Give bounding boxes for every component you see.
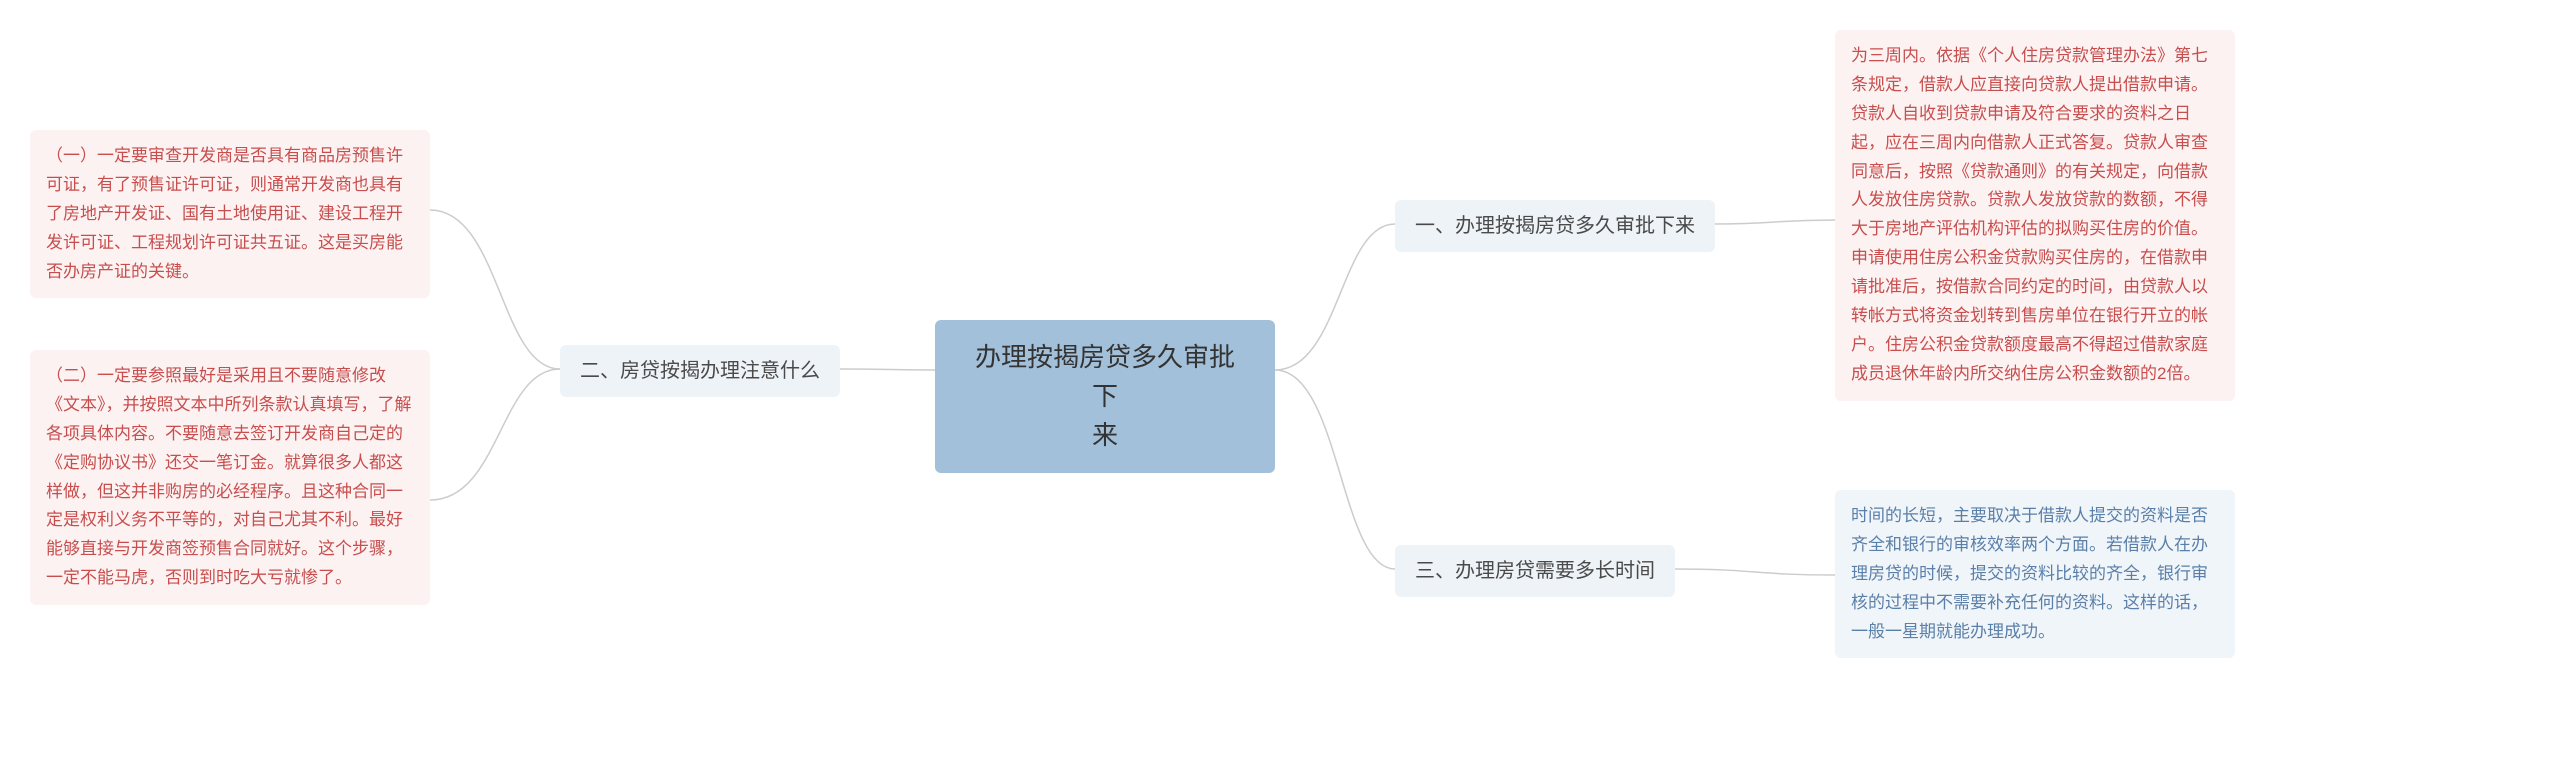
branch-2: 二、房贷按揭办理注意什么 xyxy=(560,345,840,397)
leaf-2a: （一）一定要审查开发商是否具有商品房预售许可证，有了预售证许可证，则通常开发商也… xyxy=(30,130,430,298)
leaf-2b-text: （二）一定要参照最好是采用且不要随意修改《文本》，并按照文本中所列条款认真填写，… xyxy=(46,366,412,587)
root-label: 办理按揭房贷多久审批下来 xyxy=(975,342,1235,450)
branch-2-label: 二、房贷按揭办理注意什么 xyxy=(580,360,820,382)
root-node: 办理按揭房贷多久审批下来 xyxy=(935,320,1275,473)
branch-1: 一、办理按揭房贷多久审批下来 xyxy=(1395,200,1715,252)
leaf-1-text: 为三周内。依据《个人住房贷款管理办法》第七条规定，借款人应直接向贷款人提出借款申… xyxy=(1851,46,2208,383)
leaf-3-text: 时间的长短，主要取决于借款人提交的资料是否齐全和银行的审核效率两个方面。若借款人… xyxy=(1851,506,2208,641)
leaf-1: 为三周内。依据《个人住房贷款管理办法》第七条规定，借款人应直接向贷款人提出借款申… xyxy=(1835,30,2235,401)
branch-1-label: 一、办理按揭房贷多久审批下来 xyxy=(1415,215,1695,237)
leaf-3: 时间的长短，主要取决于借款人提交的资料是否齐全和银行的审核效率两个方面。若借款人… xyxy=(1835,490,2235,658)
leaf-2a-text: （一）一定要审查开发商是否具有商品房预售许可证，有了预售证许可证，则通常开发商也… xyxy=(46,146,403,281)
branch-3: 三、办理房贷需要多长时间 xyxy=(1395,545,1675,597)
leaf-2b: （二）一定要参照最好是采用且不要随意修改《文本》，并按照文本中所列条款认真填写，… xyxy=(30,350,430,605)
branch-3-label: 三、办理房贷需要多长时间 xyxy=(1415,560,1655,582)
